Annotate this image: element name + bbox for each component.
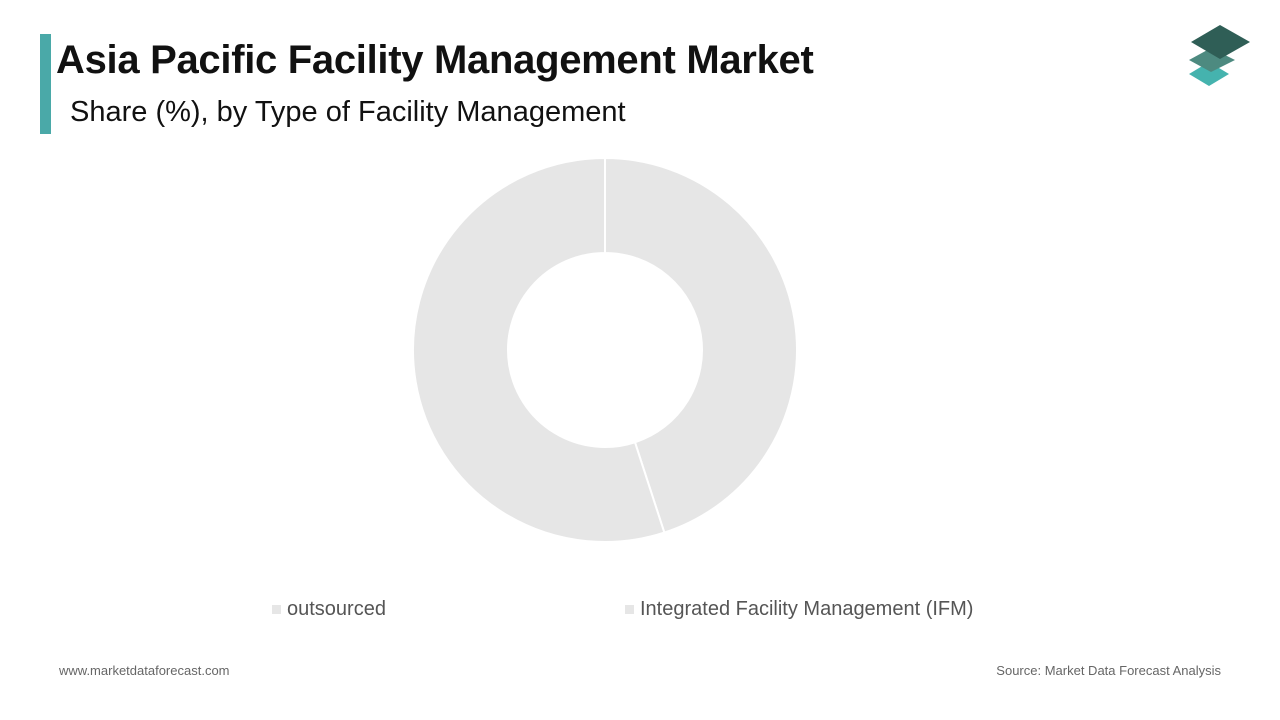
title-accent-bar <box>40 34 51 134</box>
logo-layer-top <box>1191 25 1250 59</box>
footer-source: Source: Market Data Forecast Analysis <box>996 663 1221 678</box>
logo-layer-middle <box>1189 48 1235 72</box>
page-title: Asia Pacific Facility Management Market <box>56 38 814 82</box>
legend-item-0: outsourced <box>272 598 386 621</box>
stacked-layers-icon <box>1189 25 1250 86</box>
legend-swatch <box>625 605 634 614</box>
donut-slice-0 <box>604 156 798 534</box>
chart-legend: outsourced Integrated Facility Management… <box>0 598 1280 622</box>
donut-chart <box>412 156 798 543</box>
legend-label: outsourced <box>287 598 386 620</box>
donut-slice-1 <box>412 156 666 543</box>
legend-item-1: Integrated Facility Management (IFM) <box>625 598 973 621</box>
legend-swatch <box>272 605 281 614</box>
footer-website: www.marketdataforecast.com <box>59 663 230 678</box>
page-subtitle: Share (%), by Type of Facility Managemen… <box>70 96 626 128</box>
legend-label: Integrated Facility Management (IFM) <box>640 598 974 620</box>
